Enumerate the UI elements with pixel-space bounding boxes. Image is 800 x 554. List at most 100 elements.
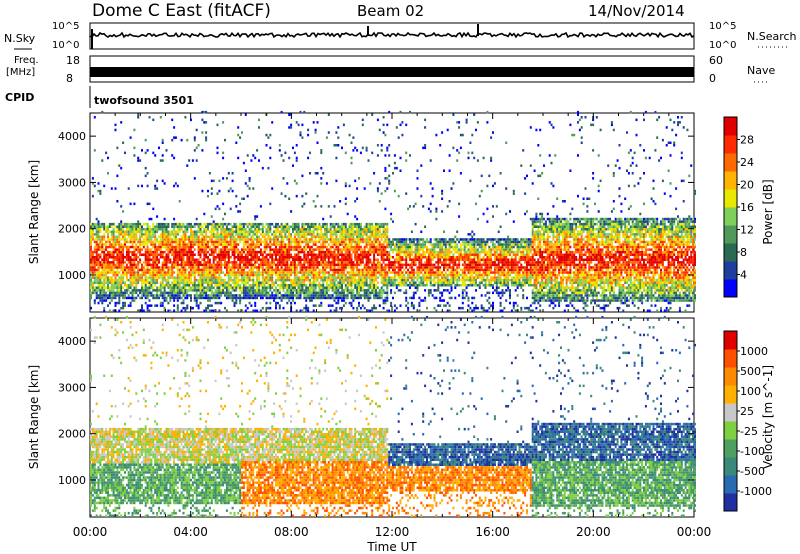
power-echo-cell — [382, 258, 385, 261]
power-echo-cell — [322, 273, 325, 277]
power-echo-cell — [382, 299, 385, 302]
power-echo-cell — [220, 240, 223, 244]
power-echo-cell — [242, 225, 245, 228]
power-echo-cell — [93, 261, 96, 264]
power-echo-cell — [331, 253, 334, 256]
power-echo-cell — [152, 225, 155, 228]
power-echo-cell — [369, 258, 372, 261]
power-echo-cell — [382, 116, 385, 119]
power-echo-cell — [324, 263, 327, 267]
power-echo-cell — [278, 250, 281, 254]
power-echo-cell — [382, 261, 385, 264]
power-echo-cell — [118, 263, 121, 267]
power-echo-cell — [133, 230, 136, 233]
power-echo-cell — [273, 261, 276, 264]
power-echo-cell — [393, 161, 396, 165]
power-echo-cell — [133, 228, 136, 231]
power-echo-cell — [320, 177, 323, 180]
power-echo-cell — [416, 238, 419, 241]
power-echo-cell — [378, 294, 381, 297]
power-echo-cell — [203, 230, 206, 233]
power-echo-cell — [246, 258, 249, 261]
power-echo-cell — [131, 238, 134, 241]
power-echo-cell — [422, 243, 425, 246]
power-echo-cell — [352, 296, 355, 300]
power-echo-cell — [390, 291, 393, 295]
power-echo-cell — [131, 261, 134, 264]
power-echo-cell — [261, 289, 264, 292]
power-echo-cell — [341, 296, 343, 300]
power-echo-cell — [120, 289, 123, 292]
power-echo-cell — [418, 256, 421, 259]
power-echo-cell — [205, 273, 208, 277]
power-echo-cell — [107, 304, 109, 307]
power-echo-cell — [369, 284, 372, 287]
power-echo-cell — [341, 225, 343, 228]
power-echo-cell — [265, 222, 268, 226]
power-echo-cell — [256, 256, 259, 259]
power-echo-cell — [348, 256, 351, 259]
power-echo-cell — [331, 258, 334, 261]
power-echo-cell — [309, 230, 311, 233]
power-echo-cell — [141, 243, 143, 246]
power-echo-cell — [397, 276, 400, 279]
power-echo-cell — [129, 271, 132, 274]
power-echo-cell — [275, 233, 277, 236]
power-echo-cell — [152, 233, 155, 236]
power-echo-cell — [314, 271, 317, 274]
power-echo-cell — [307, 238, 310, 241]
power-echo-cell — [280, 263, 283, 267]
power-echo-cell — [341, 294, 343, 297]
power-echo-cell — [144, 253, 147, 256]
power-echo-cell — [95, 268, 98, 272]
power-echo-cell — [290, 284, 293, 287]
power-echo-cell — [282, 250, 285, 254]
power-echo-cell — [224, 291, 226, 295]
power-echo-cell — [333, 284, 336, 287]
power-echo-cell — [276, 284, 279, 287]
power-echo-cell — [386, 266, 389, 269]
power-echo-cell — [299, 291, 302, 295]
power-echo-cell — [101, 245, 104, 249]
power-echo-cell — [346, 271, 349, 274]
power-echo-cell — [182, 248, 185, 251]
power-echo-cell — [365, 253, 368, 256]
power-echo-cell — [382, 273, 385, 277]
power-echo-cell — [199, 289, 202, 292]
power-echo-cell — [120, 294, 123, 297]
power-echo-cell — [263, 233, 266, 236]
power-echo-cell — [259, 222, 262, 226]
power-echo-cell — [214, 281, 217, 284]
power-echo-cell — [405, 281, 408, 284]
power-echo-cell — [407, 238, 410, 241]
power-echo-cell — [320, 225, 323, 228]
power-echo-cell — [169, 261, 172, 264]
power-echo-cell — [178, 291, 181, 295]
power-echo-cell — [288, 250, 291, 254]
power-echo-cell — [410, 268, 413, 272]
power-echo-cell — [122, 268, 125, 272]
power-echo-cell — [142, 253, 145, 256]
power-echo-cell — [305, 273, 308, 277]
power-echo-cell — [114, 291, 117, 295]
power-echo-cell — [224, 273, 226, 277]
power-echo-cell — [369, 296, 372, 300]
power-echo-cell — [129, 235, 132, 239]
power-echo-cell — [197, 225, 200, 228]
power-echo-cell — [110, 271, 113, 274]
power-echo-cell — [180, 271, 183, 274]
power-echo-cell — [254, 248, 257, 251]
power-echo-cell — [312, 253, 315, 256]
power-echo-cell — [171, 225, 174, 228]
power-echo-cell — [280, 154, 283, 157]
power-echo-cell — [203, 248, 206, 251]
power-echo-cell — [222, 250, 225, 254]
power-echo-cell — [324, 253, 327, 256]
power-echo-cell — [227, 281, 230, 284]
power-echo-cell — [378, 289, 381, 292]
power-echo-cell — [201, 281, 204, 284]
power-echo-cell — [307, 273, 310, 277]
power-echo-cell — [148, 116, 151, 119]
power-echo-cell — [341, 273, 343, 277]
